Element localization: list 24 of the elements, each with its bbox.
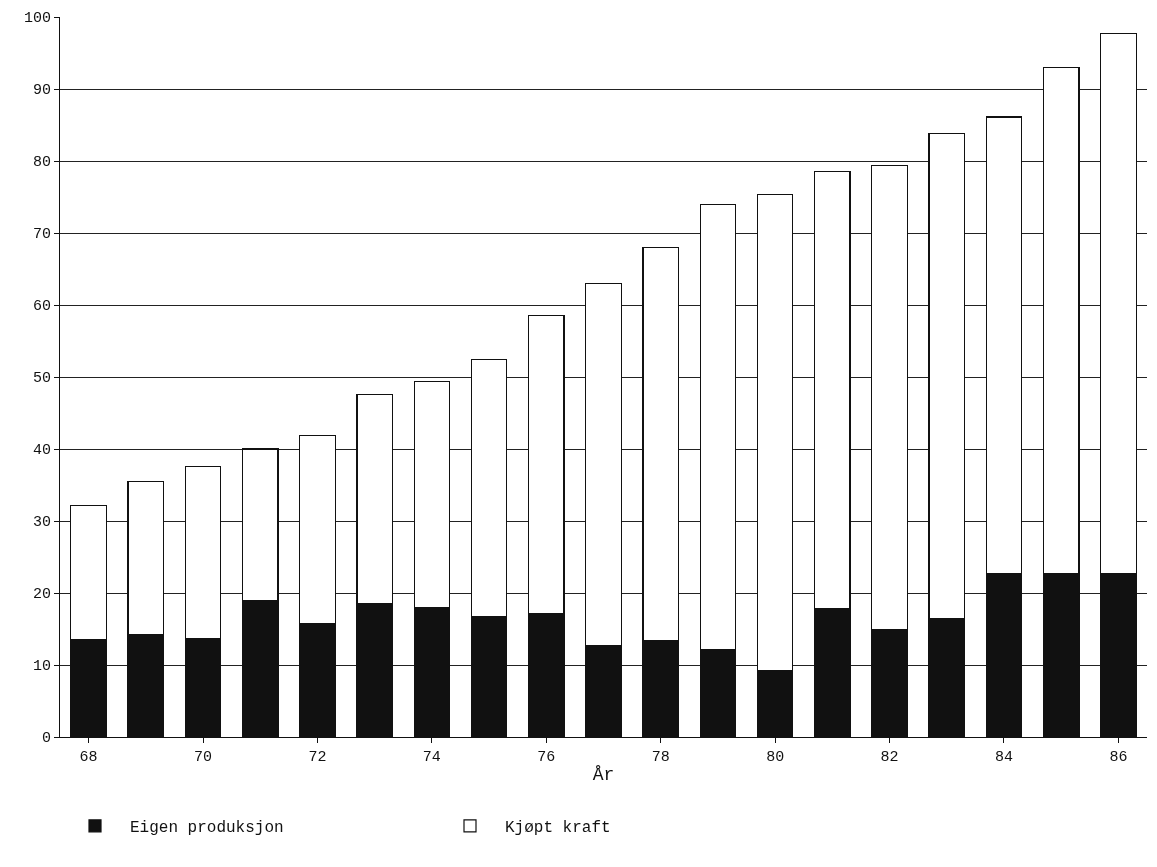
y-tick-label: 100 [23,10,51,28]
x-tick-label: 74 [422,749,441,766]
y-tick-label: 70 [32,226,51,244]
x-tick-label: 80 [766,749,785,766]
y-tick-label: 20 [32,586,51,604]
y-tick-label: 90 [32,82,51,100]
y-tick-label: 30 [32,514,51,532]
x-tick-label: 84 [994,749,1013,766]
y-tick-label: 50 [32,370,51,388]
x-tick-label: 68 [79,749,98,766]
y-tick-label: 60 [32,298,51,316]
y-tick-label: 0 [41,730,51,748]
x-tick-label: 86 [1109,749,1128,766]
x-tick-label: 76 [537,749,556,766]
x-tick-label: 70 [194,749,213,766]
legend-label: Kjøpt kraft [505,819,611,838]
x-tick-label: 82 [880,749,899,766]
x-axis-title: År [592,765,615,786]
legend-label: Eigen produksjon [130,819,284,838]
y-tick-label: 10 [32,658,51,676]
y-tick-label: 80 [32,154,51,172]
x-tick-label: 78 [651,749,670,766]
x-tick-label: 72 [308,749,327,766]
y-tick-label: 40 [32,442,51,460]
